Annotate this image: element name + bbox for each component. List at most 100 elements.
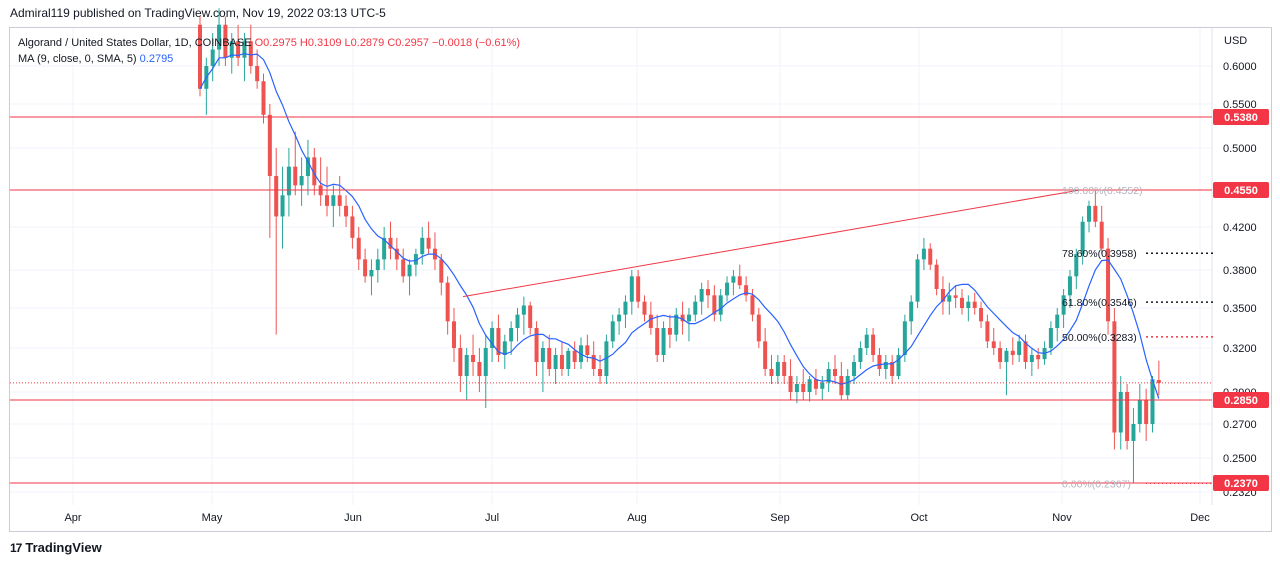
candle-body [274, 176, 279, 217]
candle-body [864, 334, 869, 348]
candle-body [585, 345, 590, 355]
fib-level-label: 61.80%(0.3546) [1062, 297, 1137, 309]
tradingview-logo[interactable]: 17 TradingView [10, 540, 102, 555]
candle-body [255, 66, 260, 82]
y-tick-label: 0.2500 [1223, 453, 1257, 465]
legend-line-ma: MA (9, close, 0, SMA, 5) 0.2795 [18, 51, 520, 67]
candle-body [547, 348, 552, 369]
y-tick-label: 0.3200 [1223, 343, 1257, 355]
x-tick-label: May [202, 512, 223, 524]
candle-body [407, 264, 412, 277]
candle-body [725, 282, 730, 296]
level-tag-label: 0.4550 [1224, 185, 1258, 197]
candle-body [305, 157, 310, 176]
candle-body [572, 350, 577, 362]
candle-body [991, 341, 996, 348]
candle-body [509, 328, 514, 342]
candle-body [731, 276, 736, 283]
candle-body [363, 259, 368, 277]
candle-body [998, 348, 1003, 362]
x-tick-label: Jul [485, 512, 499, 524]
moving-average-line [199, 52, 1160, 399]
legend-line-symbol: Algorand / United States Dollar, 1D, COI… [18, 35, 520, 51]
candle-body [445, 282, 450, 322]
candle-body [680, 314, 685, 322]
candle-body [375, 259, 380, 270]
candle-body [337, 195, 342, 206]
candle-body [744, 285, 749, 296]
candle-body [820, 382, 825, 389]
fib-level-label: 100.00%(0.4552) [1062, 185, 1143, 197]
tradingview-logo-icon: 17 [10, 540, 22, 555]
candle-body [1093, 205, 1098, 222]
candle-body [763, 341, 768, 369]
candle-body [236, 41, 241, 58]
candle-body [921, 248, 926, 260]
ohlc-values: O0.2975 H0.3109 L0.2879 C0.2957 −0.0018 … [254, 37, 521, 49]
candle-body [210, 49, 215, 66]
candle-body [1131, 424, 1136, 441]
candle-body [559, 355, 564, 369]
tradingview-brand-text: TradingView [25, 540, 102, 555]
candle-body [286, 166, 291, 196]
y-tick-label: 0.5000 [1223, 143, 1257, 155]
candle-body [1118, 392, 1123, 433]
candle-body [966, 301, 971, 308]
candle-body [293, 166, 298, 186]
candle-body [1144, 400, 1149, 424]
candle-body [344, 205, 349, 217]
candle-body [839, 376, 844, 396]
candle-body [420, 237, 425, 255]
candle-body [769, 369, 774, 376]
candle-body [934, 264, 939, 289]
candle-body [540, 348, 545, 362]
candle-body [553, 355, 558, 369]
candle-body [756, 314, 761, 342]
candle-body [394, 248, 399, 260]
candle-body [985, 321, 990, 342]
candle-body [1048, 328, 1053, 348]
candle-body [845, 376, 850, 396]
candle-body [217, 24, 222, 50]
currency-label: USD [1224, 35, 1247, 47]
candle-body [833, 369, 837, 376]
candle-body [483, 348, 488, 376]
candle-body [1010, 350, 1015, 355]
candle-body [1106, 248, 1111, 322]
candle-body [706, 289, 710, 296]
candle-body [267, 114, 272, 176]
candle-body [521, 305, 526, 315]
publisher-line: Admiral119 published on TradingView.com,… [10, 6, 386, 20]
candle-body [242, 41, 247, 58]
candle-body [1074, 254, 1079, 277]
candle-body [598, 369, 603, 376]
ma-value: 0.2795 [139, 53, 174, 65]
candle-body [699, 289, 704, 302]
candle-body [661, 328, 666, 355]
candle-body [356, 237, 361, 260]
level-tag-label: 0.2850 [1224, 395, 1258, 407]
candle-body [325, 195, 329, 206]
candle-body [464, 355, 469, 376]
candle-body [636, 276, 641, 302]
candle-body [1125, 392, 1130, 441]
candle-body [248, 41, 253, 66]
candle-body [452, 321, 456, 348]
candle-body [737, 276, 742, 286]
candle-body [953, 295, 958, 298]
candle-body [534, 328, 539, 362]
candle-body [674, 314, 679, 335]
candle-body [794, 384, 799, 392]
candle-body [261, 81, 266, 115]
y-tick-label: 0.4200 [1223, 222, 1257, 234]
candle-body [890, 362, 895, 376]
y-tick-label: 0.3500 [1223, 303, 1257, 315]
candle-body [477, 362, 482, 376]
y-tick-label: 0.5500 [1223, 99, 1257, 111]
candle-body [439, 259, 444, 283]
candle-body [979, 308, 984, 322]
candle-body [972, 301, 977, 308]
candle-body [782, 362, 787, 376]
candle-body [280, 195, 285, 217]
